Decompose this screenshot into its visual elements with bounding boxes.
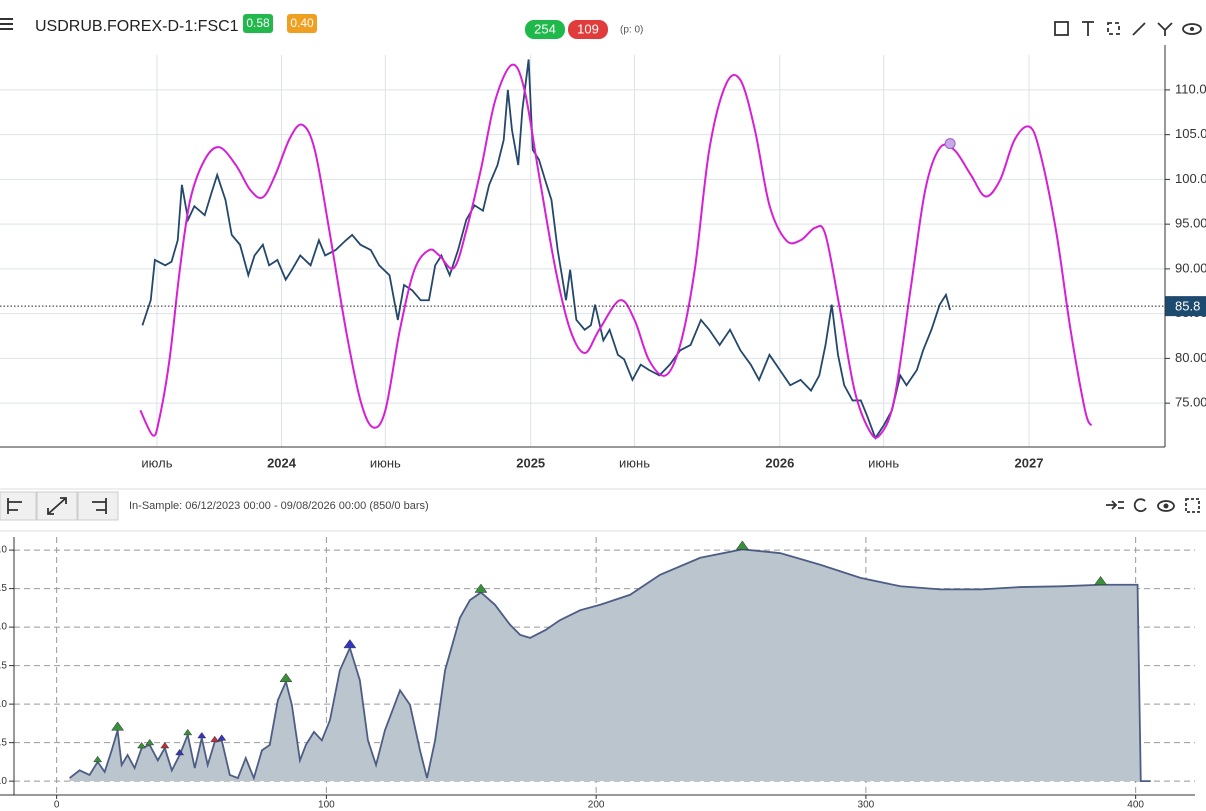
panel-buttons[interactable] (0, 491, 119, 521)
y-tick-label: 2.5 (0, 583, 7, 594)
p-note: (p: 0) (620, 25, 643, 36)
symbol-title: USDRUB.FOREX-D-1:FSC1 (35, 18, 239, 35)
x-tick-label: июнь (868, 455, 899, 470)
series-line (141, 59, 951, 441)
x-tick-label: 100 (318, 800, 335, 811)
x-tick-label: 2027 (1015, 455, 1044, 470)
badge-text: 0.40 (290, 16, 314, 30)
peak-marker (183, 728, 193, 736)
y-tick-label: 3.0 (0, 545, 7, 556)
y-tick-label: 1.0 (0, 699, 7, 710)
y-tick-label: 0.5 (0, 737, 7, 748)
x-tick-label: июнь (370, 455, 401, 470)
current-price-label: 85.8 (1175, 299, 1200, 314)
count-text: 254 (534, 21, 556, 36)
current-price-box (1165, 296, 1206, 317)
x-tick-label: июнь (619, 455, 650, 470)
peak-marker (210, 735, 220, 743)
badge (243, 14, 273, 33)
peak-marker (217, 734, 227, 741)
x-tick-label: 2026 (765, 455, 794, 470)
peak-marker (343, 639, 357, 649)
peak-marker (145, 738, 155, 746)
x-tick-label: 400 (1127, 800, 1144, 811)
y-tick-label: 95.00 (1175, 216, 1206, 231)
plot-area (139, 59, 1093, 441)
y-tick-label: 80.00 (1175, 350, 1206, 365)
x-tick-label: 300 (858, 800, 875, 811)
y-tick-label: 100.0 (1175, 171, 1206, 186)
peak-marker (160, 741, 170, 749)
x-tick-label: июль (141, 455, 172, 470)
x-tick-label: 2024 (267, 455, 297, 470)
x-tick-label: 2025 (516, 455, 545, 470)
x-tick-label: 0 (54, 800, 60, 811)
in-sample-label: In-Sample: 06/12/2023 00:00 - 09/08/2026… (129, 500, 429, 512)
count-pill (525, 20, 565, 39)
count-pill (568, 20, 608, 39)
menu-button[interactable] (0, 18, 13, 30)
series-line (139, 63, 1093, 439)
header-icons[interactable] (1054, 21, 1202, 36)
peak-marker (735, 540, 749, 550)
peak-marker (175, 748, 185, 756)
peak-marker (279, 672, 293, 683)
peak-marker (197, 731, 207, 739)
y-tick-label: 75.00 (1175, 395, 1206, 410)
y-tick-label: 90.00 (1175, 260, 1206, 275)
y-tick-label: 0.0 (0, 776, 7, 787)
y-tick-label: 1.5 (0, 660, 7, 671)
badge (287, 14, 317, 33)
price-chart: 75.0080.0085.0090.0095.00100.0105.0110.0… (0, 55, 1206, 470)
spectrum-chart: 0.0 0.5 1.0 1.5 2.0 2.5 3.0 0 100 200 300 400 (0, 537, 1195, 811)
peak-marker (474, 583, 488, 593)
plot-area (69, 540, 1151, 783)
y-tick-label: 2.0 (0, 622, 7, 633)
area-fill (69, 549, 1151, 782)
cycle-marker (944, 138, 956, 150)
y-tick-label: 110.0 (1175, 81, 1206, 96)
count-text: 109 (577, 21, 599, 36)
badge-text: 0.58 (246, 16, 270, 30)
peak-marker (1094, 575, 1108, 585)
peak-marker (93, 755, 103, 763)
y-tick-label: 105.0 (1175, 126, 1206, 141)
x-tick-label: 200 (588, 800, 605, 811)
peak-marker (137, 741, 147, 749)
panel-icons[interactable] (1106, 498, 1200, 513)
peak-marker (111, 721, 125, 731)
